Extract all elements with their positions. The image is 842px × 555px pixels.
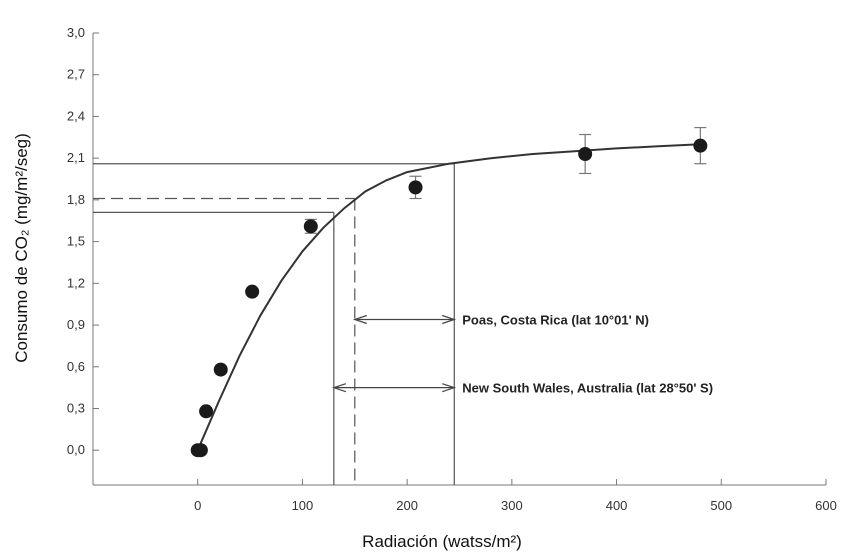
x-tick-label: 600 xyxy=(815,498,837,513)
y-tick-label: 0,6 xyxy=(67,359,85,374)
x-axis-title: Radiación (watss/m²) xyxy=(362,532,522,551)
data-point xyxy=(304,219,318,233)
annotation-label: Poas, Costa Rica (lat 10°01' N) xyxy=(462,312,649,327)
x-tick-label: 0 xyxy=(194,498,201,513)
annotations: Poas, Costa Rica (lat 10°01' N) New South… xyxy=(334,312,713,395)
y-tick-label: 1,2 xyxy=(67,275,85,290)
y-tick-label: 2,4 xyxy=(67,108,85,123)
reference-lines xyxy=(93,164,454,485)
x-tick-label: 100 xyxy=(292,498,314,513)
data-point xyxy=(245,285,259,299)
data-point xyxy=(409,180,423,194)
y-tick-label: 2,7 xyxy=(67,67,85,82)
x-tick-label: 300 xyxy=(501,498,523,513)
x-tick-label: 500 xyxy=(710,498,732,513)
data-point xyxy=(199,404,213,418)
annotation-label: New South Wales, Australia (lat 28°50' S… xyxy=(462,381,713,396)
y-axis-title: Consumo de CO₂ (mg/m²/seg) xyxy=(12,133,31,363)
y-tick-label: 0,0 xyxy=(67,442,85,457)
fit-curve xyxy=(198,144,701,450)
y-tick-label: 0,3 xyxy=(67,401,85,416)
y-tick-label: 2,1 xyxy=(67,150,85,165)
data-points xyxy=(191,128,708,458)
fit-curve-group xyxy=(198,144,701,450)
y-tick-label: 0,9 xyxy=(67,317,85,332)
data-point xyxy=(578,147,592,161)
data-point xyxy=(194,443,208,457)
y-tick-label: 1,8 xyxy=(67,192,85,207)
y-tick-label: 1,5 xyxy=(67,234,85,249)
y-tick-label: 3,0 xyxy=(67,25,85,40)
x-tick-label: 400 xyxy=(606,498,628,513)
x-tick-label: 200 xyxy=(396,498,418,513)
data-point xyxy=(214,363,228,377)
axes: 0,0 0,3 0,6 0,9 1,2 1,5 1,8 2,1 2,4 2,7 3,0 0 100 200… xyxy=(67,25,837,513)
data-point xyxy=(693,139,707,153)
